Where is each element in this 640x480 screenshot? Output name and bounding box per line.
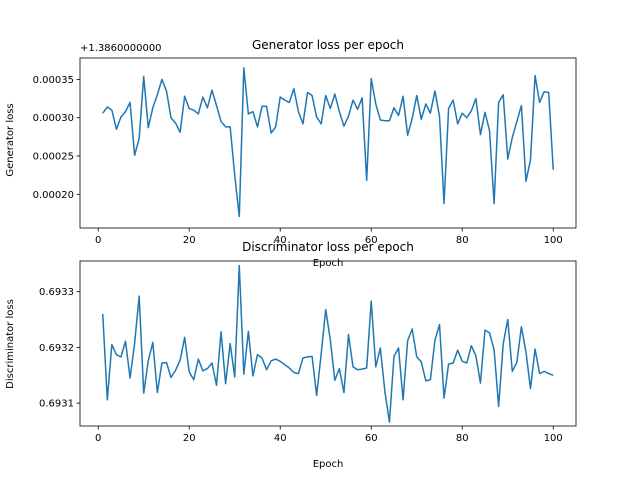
discriminator-x-tick-label: 80 (456, 433, 469, 444)
generator-x-tick-label: 40 (274, 235, 287, 246)
discriminator-x-tick-label: 20 (183, 433, 196, 444)
generator-axis-ticks: 0 20 40 60 80 100 0.00020 0.00025 0.00030 0.00035 (33, 75, 563, 246)
generator-plot-frame (79, 57, 577, 229)
generator-x-tick-label: 20 (183, 235, 196, 246)
discriminator-loss-line (102, 264, 554, 423)
discriminator-y-tick-label: 0.6932 (39, 343, 74, 354)
generator-chart-title: Generator loss per epoch (252, 38, 404, 52)
generator-y-tick-label: 0.00025 (33, 152, 74, 163)
discriminator-plot-frame (79, 260, 577, 427)
discriminator-x-tick-label: 60 (365, 433, 378, 444)
discriminator-x-tick-label: 100 (544, 433, 563, 444)
generator-y-axis-label: Generator loss (5, 103, 16, 176)
generator-y-tick-label: 0.00035 (33, 75, 74, 86)
generator-x-tick-label: 80 (456, 235, 469, 246)
generator-offset-text: +1.3860000000 (80, 43, 162, 54)
discriminator-x-tick-label: 40 (274, 433, 287, 444)
generator-loss-chart: Generator loss per epoch +1.3860000000 0… (5, 38, 577, 269)
generator-x-axis-label: Epoch (313, 258, 344, 269)
discriminator-y-tick-label: 0.6933 (39, 287, 74, 298)
discriminator-y-tick-label: 0.6931 (39, 399, 74, 410)
discriminator-x-axis-label: Epoch (313, 459, 344, 470)
generator-x-tick-label: 60 (365, 235, 378, 246)
generator-y-tick-label: 0.00030 (33, 113, 74, 124)
discriminator-axis-ticks: 0 20 40 60 80 100 0.6931 0.6932 0.6933 (39, 287, 563, 444)
discriminator-chart-title: Discriminator loss per epoch (242, 240, 414, 254)
discriminator-y-axis-label: Discriminator loss (5, 299, 16, 389)
generator-y-tick-label: 0.00020 (33, 190, 74, 201)
generator-loss-line (102, 67, 554, 218)
discriminator-loss-chart: 0 20 40 60 80 100 0.6931 0.6932 0.6933 Epoch Dis… (5, 260, 577, 470)
discriminator-x-tick-label: 0 (95, 433, 101, 444)
generator-x-tick-label: 0 (95, 235, 101, 246)
generator-x-tick-label: 100 (544, 235, 563, 246)
